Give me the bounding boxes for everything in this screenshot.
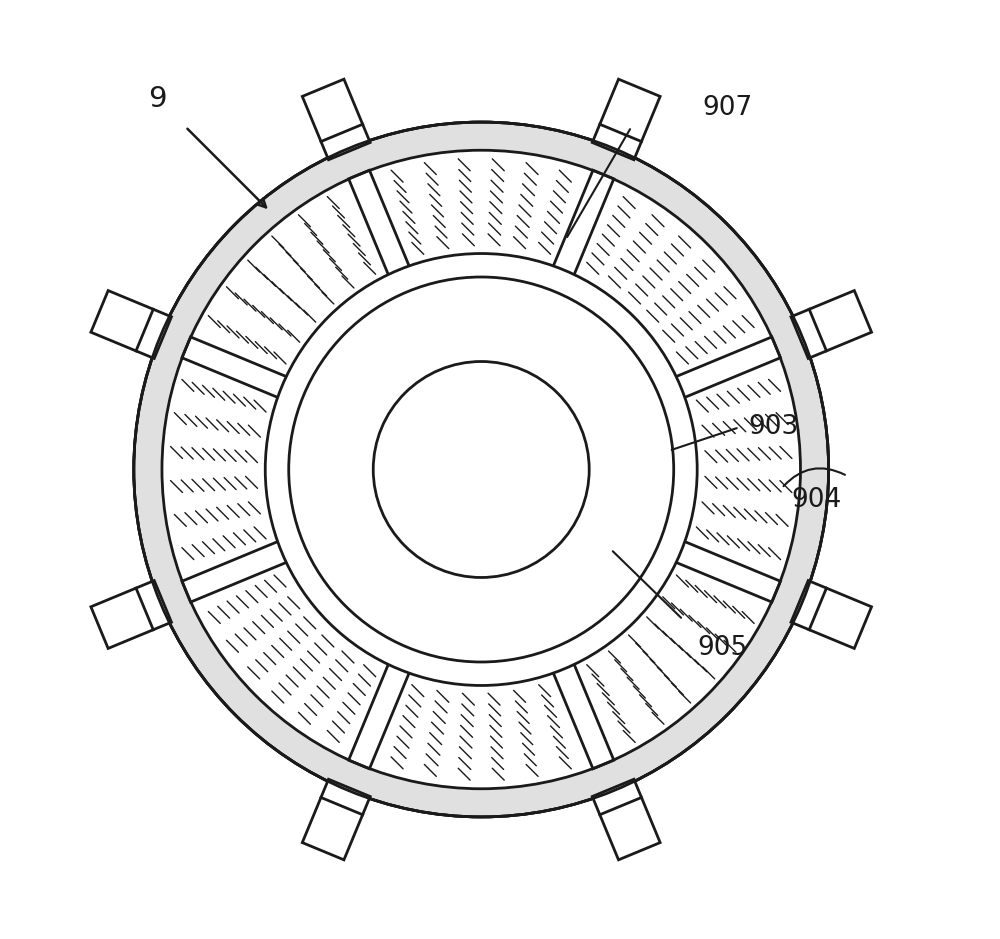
Polygon shape — [349, 565, 450, 769]
Text: 907: 907 — [702, 95, 752, 121]
Text: 905: 905 — [697, 635, 747, 661]
Polygon shape — [577, 500, 780, 602]
Text: 904: 904 — [791, 486, 841, 513]
Polygon shape — [302, 79, 370, 160]
Polygon shape — [182, 500, 386, 602]
Polygon shape — [512, 565, 614, 769]
Text: 9: 9 — [148, 85, 167, 113]
Polygon shape — [592, 79, 660, 160]
Circle shape — [265, 254, 697, 685]
Polygon shape — [791, 580, 872, 649]
Polygon shape — [91, 580, 171, 649]
Polygon shape — [577, 337, 780, 439]
Polygon shape — [512, 170, 614, 374]
Circle shape — [134, 122, 829, 817]
Circle shape — [373, 362, 589, 577]
Text: 903: 903 — [749, 414, 799, 440]
Polygon shape — [182, 337, 386, 439]
Polygon shape — [791, 290, 872, 359]
Circle shape — [162, 150, 800, 789]
Polygon shape — [349, 170, 450, 374]
Polygon shape — [592, 779, 660, 860]
Polygon shape — [302, 779, 370, 860]
Polygon shape — [91, 290, 171, 359]
